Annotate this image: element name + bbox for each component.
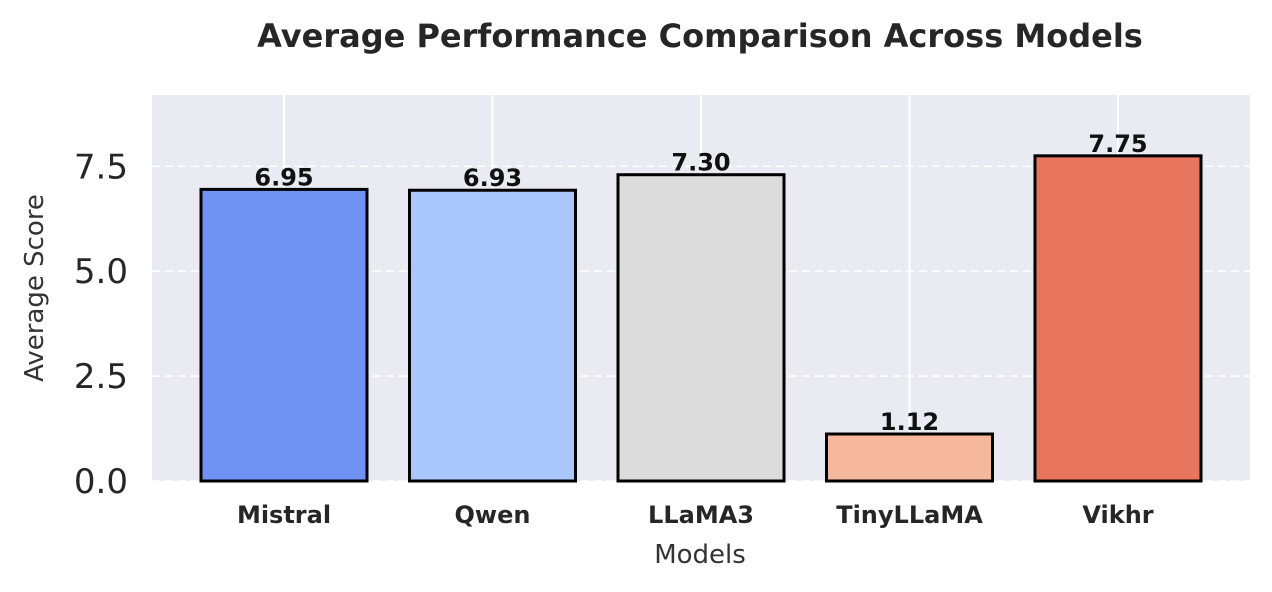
bars [199, 154, 1203, 483]
x-tick-tinyllama: TinyLLaMA [836, 501, 983, 529]
value-label-vikhr: 7.75 [1088, 130, 1147, 158]
value-label-llama3: 7.30 [671, 149, 730, 177]
bar-llama3 [616, 173, 786, 483]
bar-mistral [199, 187, 369, 483]
bar-vikhr [1033, 154, 1203, 483]
y-tick-1: 2.5 [74, 357, 128, 397]
x-tick-qwen: Qwen [455, 501, 531, 529]
y-tick-labels: 0.0 2.5 5.0 7.5 [74, 147, 128, 502]
value-label-tinyllama: 1.12 [880, 408, 939, 436]
value-label-mistral: 6.95 [254, 163, 313, 191]
chart-title: Average Performance Comparison Across Mo… [257, 17, 1143, 55]
y-tick-2: 5.0 [74, 252, 128, 292]
bar-qwen [408, 188, 577, 483]
x-axis-label: Models [654, 540, 746, 570]
value-label-qwen: 6.93 [463, 164, 522, 192]
bar-tinyllama [825, 432, 994, 483]
x-tick-llama3: LLaMA3 [648, 501, 754, 529]
y-axis-label: Average Score [20, 194, 50, 382]
value-labels: 6.95 6.93 7.30 1.12 7.75 [254, 130, 1147, 436]
x-tick-mistral: Mistral [237, 501, 331, 529]
y-tick-3: 7.5 [74, 147, 128, 187]
x-tick-vikhr: Vikhr [1082, 501, 1153, 529]
y-tick-0: 0.0 [74, 462, 128, 502]
x-tick-labels: Mistral Qwen LLaMA3 TinyLLaMA Vikhr [237, 501, 1154, 529]
